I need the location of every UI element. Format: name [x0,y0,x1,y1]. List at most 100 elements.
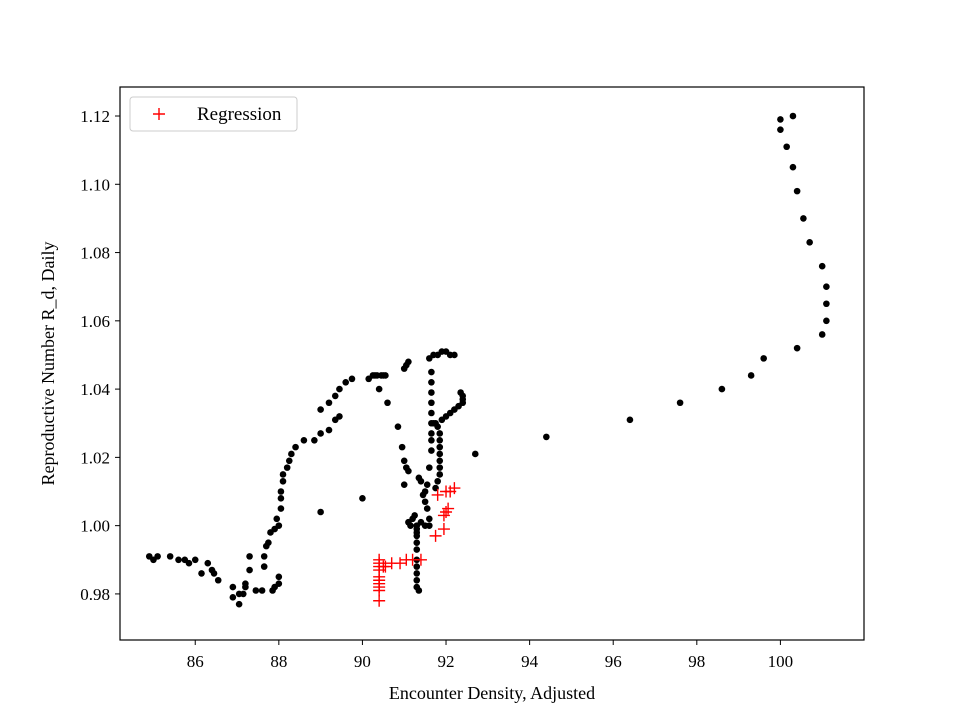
data-point [260,563,268,570]
data-point [676,399,684,407]
data-point [413,539,421,547]
data-point [428,378,435,386]
data-point [436,450,444,458]
data-point [426,515,433,523]
data-point [417,518,425,526]
data-point [436,430,444,437]
x-tick-label: 100 [768,652,794,671]
x-axis-ticks: 86 88 90 92 94 96 98 100 [187,640,793,671]
data-point [214,576,222,584]
legend-label-regression: Regression [197,104,282,125]
data-point [428,430,435,437]
observed-series [145,112,830,608]
data-point [258,587,266,594]
regression-point [373,553,386,566]
data-point [413,532,421,540]
data-point [760,355,767,362]
data-point [777,126,784,133]
regression-point [373,594,386,607]
data-point [285,457,293,465]
data-point [436,457,444,465]
regression-point [448,482,461,495]
data-point [436,464,444,471]
data-point [415,587,423,594]
regression-point [429,529,442,542]
data-point [336,413,343,420]
data-point [451,351,458,359]
data-point [818,331,826,338]
data-point [777,116,784,123]
data-point [421,488,429,495]
data-point [317,430,324,437]
data-point [300,437,308,444]
data-point [436,437,444,444]
data-point [747,372,755,379]
data-point [246,553,253,560]
data-point [413,546,421,553]
x-tick-label: 86 [187,652,204,671]
data-point [428,447,435,454]
data-point [279,471,287,478]
legend-marker-regression [153,108,165,120]
data-point [273,515,281,523]
data-point [277,495,285,502]
data-point [471,450,479,458]
regression-series [373,482,461,607]
regression-point [431,488,444,501]
data-point [428,399,435,407]
data-point [823,283,830,290]
data-point [229,594,237,601]
data-point [823,300,830,308]
data-point [154,553,161,560]
x-tick-label: 94 [521,652,539,671]
data-point [718,385,726,393]
y-tick-label: 1.08 [80,244,110,263]
data-point [166,553,174,560]
data-point [348,375,356,383]
y-tick-label: 1.06 [80,312,110,331]
data-point [311,437,318,444]
data-point [626,416,634,424]
data-point [185,559,193,567]
y-tick-label: 1.02 [80,448,110,467]
data-point [428,409,435,417]
x-tick-label: 96 [605,652,622,671]
data-point [413,576,421,584]
data-point [800,215,807,222]
y-axis-label: Reproductive Number R_d, Daily [38,242,58,486]
data-point [317,508,324,516]
regression-point [440,505,453,518]
x-tick-label: 98 [688,652,705,671]
data-point [417,477,425,485]
y-tick-label: 1.10 [80,175,110,194]
data-point [421,498,429,506]
y-tick-label: 0.98 [80,585,110,604]
data-point [423,505,431,512]
data-point [434,477,441,485]
data-point [400,457,408,465]
data-point [543,433,550,441]
legend: Regression [129,96,298,132]
data-point [210,570,218,577]
data-point [457,389,464,396]
y-tick-label: 1.04 [80,380,110,399]
data-point [252,587,260,594]
data-point [275,580,283,587]
data-point [175,556,182,564]
data-point [411,512,418,519]
regression-point [437,523,450,536]
data-point [793,344,801,352]
data-point [235,600,243,608]
data-point [229,583,237,591]
data-point [436,443,444,451]
data-point [191,556,199,564]
data-point [246,566,253,574]
plot-frame [119,86,865,641]
data-point [317,406,324,413]
legend-plus-marker [153,108,165,120]
legend-box [129,96,298,132]
y-tick-label: 1.12 [80,107,110,126]
regression-point [414,553,427,566]
data-point [818,262,826,270]
data-point [331,392,339,400]
